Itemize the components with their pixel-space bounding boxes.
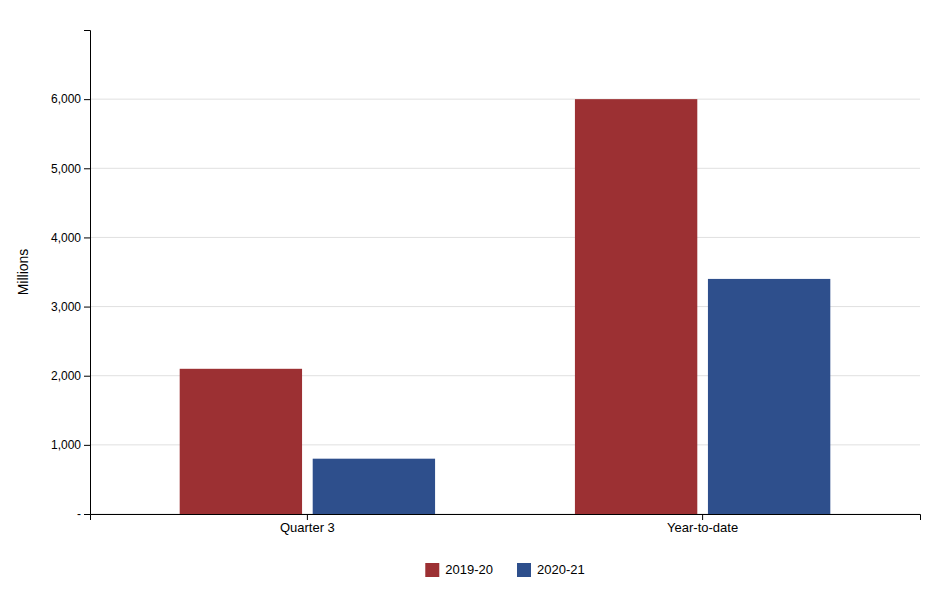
y-tick: 2,000: [51, 369, 90, 383]
x-tick-label: Quarter 3: [280, 520, 335, 535]
y-tick: 4,000: [51, 231, 90, 245]
legend-swatch: [425, 563, 439, 577]
y-tick: 5,000: [51, 162, 90, 176]
x-tick: Year-to-date: [667, 514, 738, 535]
bar: [180, 369, 302, 514]
y-tick-label: 4,000: [51, 231, 81, 245]
chart-container: - 1,000 2,000 3,000 4,000 5,000 6,000 Quarter 3…: [0, 0, 950, 604]
y-tick: 6,000: [51, 92, 90, 106]
x-axis: Quarter 3 Year-to-date: [91, 514, 921, 535]
bar: [313, 459, 435, 514]
y-tick-mark: [84, 168, 90, 169]
bar-series: [313, 279, 831, 514]
legend-item: 2019-20: [425, 562, 493, 577]
legend: 2019-20 2020-21: [425, 562, 584, 577]
y-tick: 1,000: [51, 438, 90, 452]
y-tick-mark: [84, 514, 90, 515]
y-tick-label: 2,000: [51, 369, 81, 383]
y-axis-title: Millions: [15, 249, 31, 296]
bar-series: [180, 99, 698, 514]
plot: - 1,000 2,000 3,000 4,000 5,000 6,000 Quarter 3…: [51, 31, 921, 536]
y-tick-mark: [84, 376, 90, 377]
y-tick-label: 5,000: [51, 162, 81, 176]
y-tick-label: 6,000: [51, 92, 81, 106]
y-axis: - 1,000 2,000 3,000 4,000 5,000 6,000: [51, 31, 91, 522]
x-tick-mark: [702, 514, 703, 520]
y-tick-mark: [84, 237, 90, 238]
x-axis-line: [91, 515, 921, 521]
y-tick: 3,000: [51, 300, 90, 314]
y-tick-label: 1,000: [51, 438, 81, 452]
bar: [708, 279, 830, 514]
legend-label: 2020-21: [537, 562, 585, 577]
grid-line: [90, 168, 920, 169]
bar: [575, 99, 697, 514]
y-tick-mark: [84, 307, 90, 308]
grid: [90, 99, 920, 514]
y-tick: -: [77, 507, 90, 521]
bars: [180, 99, 831, 514]
grid-line: [90, 99, 920, 100]
grid-line: [90, 237, 920, 238]
chart-svg: - 1,000 2,000 3,000 4,000 5,000 6,000 Quarter 3…: [0, 0, 950, 604]
y-tick-label: -: [77, 507, 81, 521]
x-tick-label: Year-to-date: [667, 520, 738, 535]
x-tick: Quarter 3: [280, 514, 335, 535]
legend-label: 2019-20: [445, 562, 493, 577]
legend-item: 2020-21: [517, 562, 585, 577]
x-tick-mark: [307, 514, 308, 520]
y-axis-line: [84, 31, 91, 515]
y-tick-mark: [84, 99, 90, 100]
y-tick-label: 3,000: [51, 300, 81, 314]
legend-swatch: [517, 563, 531, 577]
y-tick-mark: [84, 445, 90, 446]
